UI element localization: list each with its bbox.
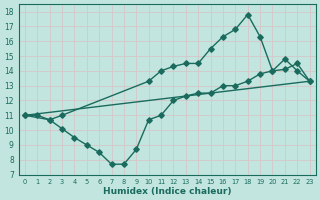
X-axis label: Humidex (Indice chaleur): Humidex (Indice chaleur): [103, 187, 231, 196]
